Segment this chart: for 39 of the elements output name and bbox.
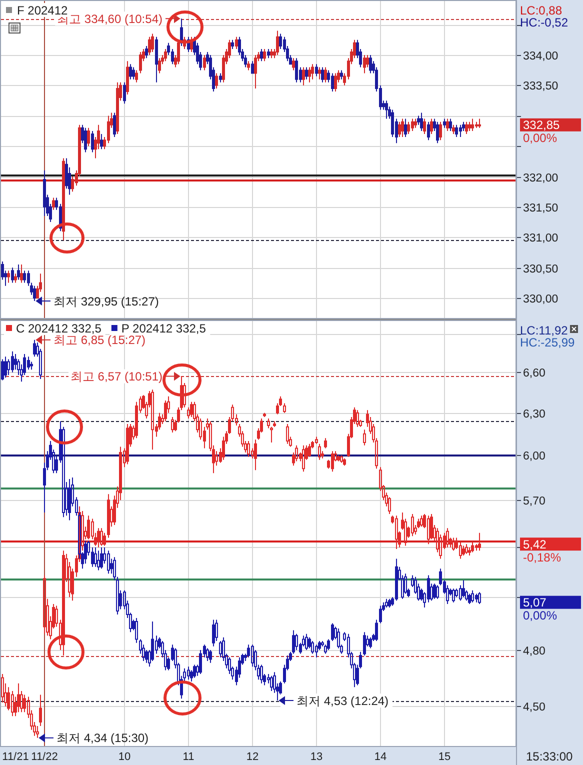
x-tick-label: 14 [374,750,387,763]
y-tick-label: 4,50 [523,702,546,714]
text: 5,07 [523,596,547,610]
y-tick-label: 6,30 [523,408,546,421]
y-tick-label: 334,00 [523,50,558,63]
x-tick-label: 11/21 [2,750,29,763]
y-tick-label: 333,50 [523,80,558,93]
legend-label: P 202412 332,5 [121,321,206,336]
ref-line-label: 최고 6,57 (10:51) [70,370,162,384]
x-tick-label: 15 [438,750,451,763]
text: 332,85 [523,118,560,132]
annotation: 최저 329,95 (15:27) [54,294,159,308]
y-tick-label: 331,50 [523,202,558,215]
ref-line-label: 최저 4,53 (12:24) [296,694,389,708]
y-tick-label: 6,60 [523,368,546,380]
legend-label: C 202412 332,5 [16,321,102,336]
text: 15:33:00 [526,749,574,764]
annotation: 최고 6,85 (15:27) [54,333,146,348]
y-tick-label: 330,50 [523,264,558,276]
y-tick-label: 332,00 [523,172,558,185]
text: HC:-0,52 [520,15,568,30]
x-tick-label: 13 [310,750,323,763]
y-tick-label: 6,00 [523,450,546,463]
y-tick-label: 5,70 [523,496,546,508]
text: -0,18% [523,550,562,564]
text: LC:0,88 [520,3,562,18]
annotation: 최저 4,34 (15:30) [56,731,149,746]
text: LC:11,92 [520,323,568,338]
y-tick-label: 331,00 [523,232,558,245]
text: HC:-25,99 [520,335,576,350]
text: 0,00% [523,608,558,623]
x-tick-label: 11/22 [31,750,58,763]
y-tick-label: 330,00 [523,294,558,306]
y-tick-label: 4,80 [523,646,546,658]
text: 0,00% [523,131,558,146]
text: 5,42 [523,537,547,552]
x-tick-label: 10 [118,750,131,763]
x-tick-label: 12 [246,750,259,763]
x-tick-label: 11 [182,750,194,763]
